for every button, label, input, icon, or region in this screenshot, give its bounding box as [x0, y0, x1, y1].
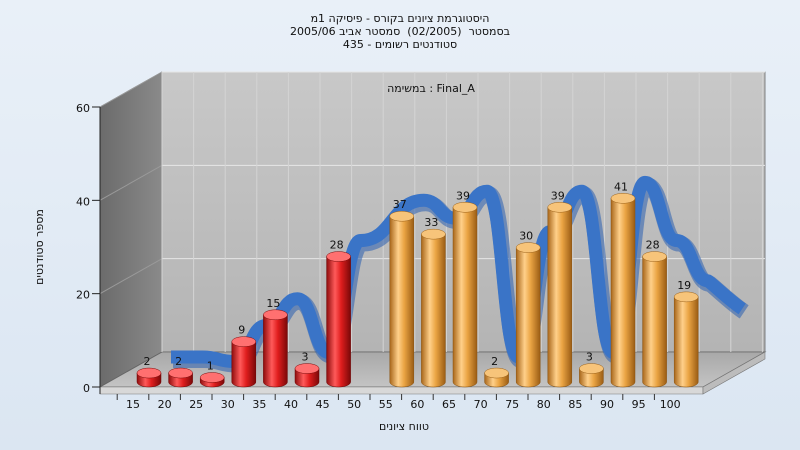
- bar-value-label: 19: [677, 279, 691, 292]
- x-tick-label: 65: [442, 398, 456, 411]
- x-tick-label: 70: [474, 398, 488, 411]
- bar: [294, 363, 320, 388]
- x-tick-label: 15: [126, 398, 140, 411]
- bar-value-label: 3: [586, 351, 593, 364]
- bar: [452, 202, 478, 388]
- x-tick-label: 40: [284, 398, 298, 411]
- bar-layer: [136, 193, 699, 388]
- x-tick-label: 85: [568, 398, 582, 411]
- bar-value-label: 9: [238, 324, 245, 337]
- x-tick-label: 75: [505, 398, 519, 411]
- bar: [168, 367, 193, 388]
- bar-value-label: 2: [144, 355, 151, 368]
- chart-title-line-3: סטודנטים רשומים - 435: [342, 38, 458, 51]
- chart-title-line-2: בסמסטר (02/2005) סמסטר אביב 2005/06: [289, 25, 511, 38]
- bar: [642, 251, 667, 388]
- axis-layer: 0 20 40 60 15 20 25 30 35 40 45 50 55 60 65 70 75 80 85 90 9…: [76, 102, 681, 411]
- x-tick-label: 60: [410, 398, 424, 411]
- bar: [515, 242, 541, 388]
- bar-value-label: 39: [551, 189, 565, 202]
- left-wall: [99, 71, 163, 388]
- y-gridline: [99, 71, 765, 108]
- bar-value-label: 3: [302, 351, 309, 364]
- bar: [673, 291, 699, 388]
- x-tick-label: 100: [660, 398, 681, 411]
- bar-value-label: 37: [393, 198, 407, 211]
- bar: [326, 251, 351, 388]
- bar: [199, 372, 225, 388]
- x-tick-label: 95: [632, 398, 646, 411]
- bar-value-label: 39: [456, 189, 470, 202]
- bar-value-label: 28: [646, 239, 660, 252]
- bar-value-label: 41: [614, 180, 628, 193]
- x-tick-label: 35: [252, 398, 266, 411]
- x-tick-label: 30: [221, 398, 235, 411]
- bar: [231, 336, 257, 388]
- x-tick-label: 55: [379, 398, 393, 411]
- y-tick-label: 0: [83, 382, 90, 395]
- y-axis-label: מספר סטודנטים: [33, 209, 46, 285]
- x-tick-label: 20: [158, 398, 172, 411]
- bar-value-label: 30: [519, 230, 533, 243]
- y-tick-label: 40: [76, 195, 90, 208]
- bar-value-label: 28: [330, 239, 344, 252]
- x-tick-label: 50: [347, 398, 361, 411]
- x-axis-label: טווח ציונים: [379, 420, 429, 433]
- y-tick-label: 60: [76, 102, 90, 115]
- x-tick-label: 80: [537, 398, 551, 411]
- x-tick-label: 90: [600, 398, 614, 411]
- bar-value-label: 2: [491, 355, 498, 368]
- y-gridline: [99, 164, 765, 201]
- bar: [421, 228, 446, 388]
- bar-value-label: 1: [207, 360, 214, 373]
- chart-subtitle: במשימה : Final_A: [387, 82, 475, 95]
- bar: [263, 309, 288, 388]
- bar: [389, 210, 415, 388]
- bar: [484, 367, 509, 388]
- bar: [610, 193, 636, 388]
- floor-front-edge: [99, 386, 704, 395]
- y-tick-label: 20: [76, 289, 90, 302]
- bar-value-label: 33: [424, 216, 438, 229]
- bar: [547, 202, 573, 388]
- bar: [136, 367, 162, 388]
- bar: [579, 363, 604, 388]
- chart-title-line-1: היסטוגרמת ציונים בקורס - פיסיקה 1מ: [310, 12, 490, 25]
- x-tick-label: 25: [189, 398, 203, 411]
- bar-value-label: 15: [266, 297, 280, 310]
- bar-value-label: 2: [175, 355, 182, 368]
- x-tick-label: 45: [316, 398, 330, 411]
- right-side-edge: [702, 351, 766, 395]
